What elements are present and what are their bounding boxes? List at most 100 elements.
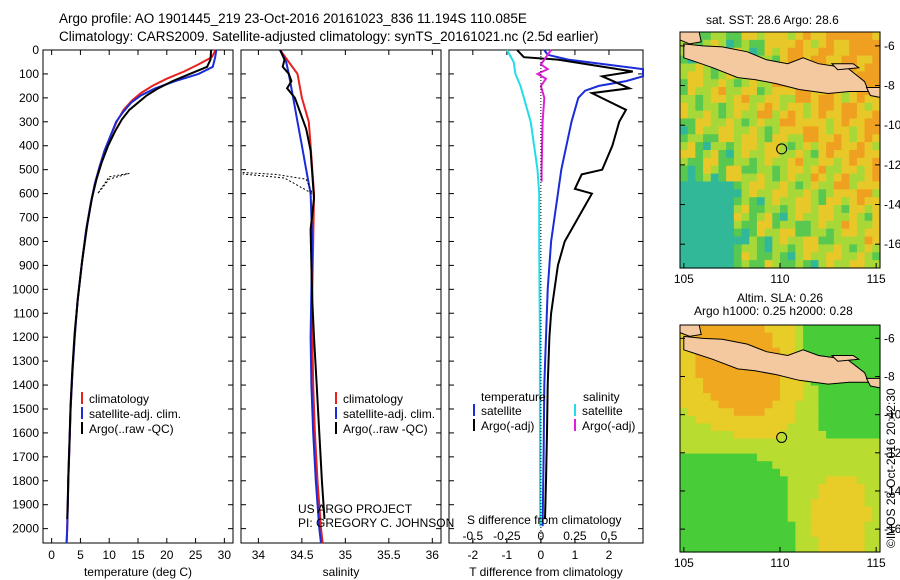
field-cell (695, 415, 704, 424)
field-cell (856, 499, 866, 508)
field-cell (780, 377, 789, 387)
field-cell (741, 32, 750, 41)
field-cell (695, 529, 704, 538)
field-cell (710, 446, 720, 455)
field-cell (849, 400, 858, 409)
field-cell (756, 150, 766, 159)
field-cell (703, 468, 712, 477)
field-cell (833, 212, 843, 222)
field-cell (726, 332, 735, 341)
field-cell (741, 332, 750, 341)
field-cell (703, 385, 712, 394)
field-cell (826, 228, 835, 238)
field-cell (826, 32, 835, 41)
field-cell (695, 39, 704, 49)
field-cell (680, 228, 689, 238)
sst-map-panel: 105 110 115 -6 -8 -10 -12 -14 -16 (674, 31, 900, 286)
field-cell (741, 393, 750, 402)
field-cell (856, 536, 866, 546)
field-cell (772, 325, 781, 334)
field-cell (856, 244, 866, 253)
sla-map-subtitle: Argo h1000: 0.25 h2000: 0.28 (694, 304, 853, 318)
field-cell (780, 228, 789, 238)
field-cell (826, 94, 835, 104)
field-cell (780, 536, 789, 546)
field-cell (864, 228, 873, 238)
field-cell (710, 79, 720, 88)
field-cell (687, 491, 696, 500)
field-cell (710, 476, 720, 485)
field-cell (872, 71, 881, 80)
field-cell (764, 126, 773, 135)
field-cell (787, 260, 796, 269)
field-cell (726, 142, 735, 151)
field-cell (872, 220, 881, 230)
field-cell (756, 415, 766, 424)
field-cell (733, 260, 743, 269)
field-cell (687, 71, 696, 80)
field-cell (841, 544, 850, 553)
field-cell (849, 521, 858, 530)
field-cell (680, 347, 689, 356)
field-cell (818, 453, 827, 462)
field-cell (710, 157, 720, 167)
field-cell (687, 87, 696, 96)
field-cell (703, 377, 712, 387)
field-cell (695, 87, 704, 96)
field-cell (718, 461, 727, 470)
field-cell (733, 377, 743, 387)
field-cell (818, 506, 827, 515)
field-cell (780, 118, 789, 127)
field-cell (810, 32, 820, 41)
field-cell (872, 118, 881, 127)
difference-panel: -2 -1 0 1 2-0.5 -0.25 0 0.25 0.5T difference fro… (448, 49, 644, 579)
field-cell (795, 47, 804, 57)
field-cell (703, 483, 712, 493)
satellite-line (506, 49, 542, 527)
field-cell (718, 260, 727, 269)
field-cell (810, 197, 820, 206)
field-cell (780, 446, 789, 455)
field-cell (764, 536, 773, 546)
field-cell (795, 173, 804, 183)
field-cell (856, 212, 866, 222)
field-cell (826, 529, 835, 538)
field-cell (803, 332, 812, 341)
field-cell (764, 87, 773, 96)
field-cell (810, 150, 820, 159)
field-cell (756, 165, 766, 175)
field-cell (680, 244, 689, 253)
field-cell (772, 521, 781, 530)
field-cell (780, 393, 789, 402)
field-cell (756, 529, 766, 538)
field-cell (795, 126, 804, 135)
field-cell (680, 142, 689, 151)
field-cell (872, 39, 881, 49)
field-cell (787, 529, 796, 538)
field-cell (726, 476, 735, 485)
field-cell (795, 430, 804, 440)
field-cell (687, 468, 696, 477)
field-cell (764, 483, 773, 493)
field-cell (780, 260, 789, 269)
field-cell (710, 468, 720, 477)
y-tick-label: -8 (884, 79, 895, 93)
field-cell (749, 408, 758, 417)
field-cell (780, 47, 789, 57)
field-cell (826, 506, 835, 515)
field-cell (795, 423, 804, 432)
field-cell (772, 47, 781, 57)
field-cell (780, 126, 789, 135)
field-cell (756, 181, 766, 190)
field-cell (710, 430, 720, 440)
field-cell (687, 126, 696, 135)
field-cell (849, 110, 858, 120)
field-cell (826, 165, 835, 175)
field-cell (841, 173, 850, 183)
field-cell (872, 340, 881, 349)
field-cell (695, 63, 704, 72)
field-cell (810, 157, 820, 167)
field-cell (849, 134, 858, 143)
field-cell (680, 521, 689, 530)
field-cell (810, 110, 820, 120)
